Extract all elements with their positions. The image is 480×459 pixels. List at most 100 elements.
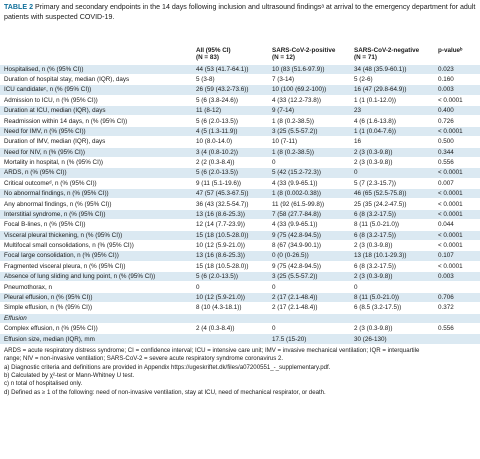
column-header: [0, 44, 192, 64]
table-cell: 16 (47 (29.8-64.9)): [354, 86, 407, 94]
table-cell: 11 (8-12): [196, 107, 222, 115]
row-label: ARDS, n (% (95% CI)): [4, 169, 67, 177]
endpoints-table: All (95% CI) (N = 83) SARS-CoV-2-positive(…: [0, 44, 480, 345]
table-row: Any abnormal findings, n (% (95% CI)) 36 …: [0, 198, 480, 209]
row-label: ICU candidateᶜ, n (% (95% CI)): [4, 86, 92, 94]
table-row: Duration at ICU, median (IQR), days 11 (8…: [0, 105, 480, 116]
row-label: Pneumothorax, n: [4, 283, 52, 291]
table-cell: 11 (92 (61.5-99.8)): [272, 200, 325, 208]
table-cell: 1 (8 (0.2-38.5)): [272, 117, 314, 125]
table-cell: 0: [272, 283, 276, 291]
table-row: ARDS, n (% (95% CI)) 5 (6 (2.0-13.5)) 5 (4…: [0, 167, 480, 179]
table-section-row: Effusion: [0, 313, 480, 324]
table-cell: 0: [354, 169, 358, 177]
table-cell: 0.400: [438, 107, 454, 115]
row-label: Visceral pleural thickening, n (% (95% C…: [4, 231, 123, 239]
table-cell: 4 (33 (9.9-65.1)): [272, 221, 318, 229]
table-cell: 0.706: [438, 293, 454, 301]
table-cell: 0.023: [438, 65, 454, 73]
table-cell: 9 (7-14): [272, 107, 295, 115]
table-cell: < 0.0001: [438, 231, 463, 239]
row-label: Focal B-lines, n (% (95% CI)): [4, 221, 86, 229]
table-cell: 8 (67 (34.9-90.1)): [272, 242, 322, 250]
row-label: Admission to ICU, n (% (95% CI)): [4, 96, 98, 104]
table-cell: 5 (6 (2.0-13.5)): [196, 273, 238, 281]
table-row: Pneumothorax, n 0 0 0: [0, 281, 480, 292]
table-cell: 12 (14 (7.7-23.9)): [196, 221, 246, 229]
table-cell: 2 (3 (0.3-9.8)): [354, 148, 393, 156]
table-row: Fragmented visceral pleura, n (% (95% CI…: [0, 261, 480, 271]
table-cell: 10 (7-11): [272, 138, 298, 146]
table-cell: 0.556: [438, 325, 454, 333]
table-cell: 2 (4 (0.3-8.4)): [196, 325, 235, 333]
table-cell: 4 (6 (1.6-13.8)): [354, 117, 396, 125]
footnote-line: range; NIV = non-invasive ventilation; S…: [4, 355, 284, 363]
table-cell: < 0.0001: [438, 96, 463, 104]
table-cell: 13 (16 (8.6-25.3)): [196, 210, 246, 218]
table-footnotes: ARDS = acute respiratory distress syndro…: [0, 344, 480, 397]
table-cell: 0.160: [438, 76, 454, 84]
column-header-n: (N = 71): [354, 54, 377, 61]
table-row: Mortality in hospital, n (% (95% CI)) 2 (…: [0, 157, 480, 167]
row-label: Interstitial syndrome, n (% (95% CI)): [4, 210, 106, 218]
table-cell: 6 (8.5 (3.2-17.5)): [354, 304, 402, 312]
row-label: Focal large consolidation, n (% (95% CI)…: [4, 252, 119, 260]
footnote-line: d) Defined as ≥ 1 of the following: need…: [4, 388, 326, 396]
table-row: Hospitalised, n (% (95% CI)) 44 (53 (41.7…: [0, 64, 480, 75]
row-label: Duration of IMV, median (IQR), days: [4, 138, 106, 146]
column-header-title: SARS-CoV-2-negative: [354, 47, 420, 54]
column-header: SARS-CoV-2-positive (N = 12): [268, 44, 350, 64]
table-cell: 13 (18 (10.1-29.3)): [354, 252, 407, 260]
table-cell: [192, 313, 268, 323]
table-cell: 2 (3 (0.3-9.8)): [354, 325, 393, 333]
table-row: Visceral pleural thickening, n (% (95% C…: [0, 230, 480, 241]
row-label: Critical outcomeᵈ, n (% (95% CI)): [4, 179, 97, 187]
table-cell: 10 (83 (51.6-97.9)): [272, 65, 325, 73]
row-label: Hospitalised, n (% (95% CI)): [4, 65, 84, 73]
table-row: Pleural effusion, n (% (95% CI)) 10 (12 (…: [0, 292, 480, 303]
table-cell: 7 (58 (27.7-84.8)): [272, 210, 322, 218]
table-cell: 0.726: [438, 117, 454, 125]
table-row: Complex effusion, n (% (95% CI)) 2 (4 (0.…: [0, 323, 480, 333]
table-cell: 4 (5 (1.3-11.9)): [196, 127, 238, 135]
table-cell: 34 (48 (35.9-60.1)): [354, 65, 407, 73]
table-cell: 5 (7 (2.3-15.7)): [354, 179, 396, 187]
column-header-title: All (95% CI): [196, 47, 231, 54]
table-cell: 10 (8.0-14.0): [196, 138, 233, 146]
table-cell: 6 (8 (3.2-17.5)): [354, 210, 396, 218]
table-caption: TABLE 2 Primary and secondary endpoints …: [0, 0, 480, 44]
row-label: Effusion size, median (IQR), mm: [4, 335, 95, 343]
table-cell: 16: [354, 138, 362, 146]
table-cell: [434, 334, 480, 344]
table-cell: [434, 313, 480, 323]
row-label: Simple effusion, n (% (95% CI)): [4, 304, 93, 312]
table-cell: 0.107: [438, 252, 454, 260]
table-cell: 5 (6 (2.0-13.5)): [196, 117, 238, 125]
table-cell: 5 (6 (3.8-24.6)): [196, 96, 238, 104]
footnote-line: b) Calculated by χ²-test or Mann-Whitney…: [4, 372, 135, 380]
row-label: Complex effusion, n (% (95% CI)): [4, 325, 98, 333]
row-label: Duration of hospital stay, median (IQR),…: [4, 76, 130, 84]
table-cell: 8 (11 (5.0-21.0)): [354, 293, 400, 301]
column-header: p-valueᵇ: [434, 44, 480, 64]
footnote-line: a) Diagnostic criteria and definitions a…: [4, 363, 331, 371]
table-cell: 0.003: [438, 86, 454, 94]
table-row: Effusion size, median (IQR), mm 17.5 (15-…: [0, 333, 480, 345]
table-cell: 3 (4 (0.8-10.2)): [196, 148, 238, 156]
table-cell: 0.556: [438, 159, 454, 167]
column-header: SARS-CoV-2-negative (N = 71): [350, 44, 434, 64]
column-header-n: (N = 12): [272, 54, 295, 61]
table-cell: 9 (75 (42.8-94.5)): [272, 231, 322, 239]
table-cell: 0: [272, 159, 276, 167]
table-cell: 0.003: [438, 273, 454, 281]
table-row: Need for IMV, n (% (95% CI)) 4 (5 (1.3-11…: [0, 126, 480, 137]
table-cell: 0.044: [438, 221, 454, 229]
row-label: Mortality in hospital, n (% (95% CI)): [4, 159, 104, 167]
table-cell: 10 (12 (5.9-21.0)): [196, 242, 246, 250]
table-row: Interstitial syndrome, n (% (95% CI)) 13 …: [0, 209, 480, 220]
footnote-line: ARDS = acute respiratory distress syndro…: [4, 347, 420, 355]
column-header: All (95% CI) (N = 83): [192, 44, 268, 64]
table-cell: 6 (8 (3.2-17.5)): [354, 262, 396, 270]
table-cell: 2 (3 (0.3-9.8)): [354, 273, 393, 281]
table-cell: 0.007: [438, 179, 454, 187]
